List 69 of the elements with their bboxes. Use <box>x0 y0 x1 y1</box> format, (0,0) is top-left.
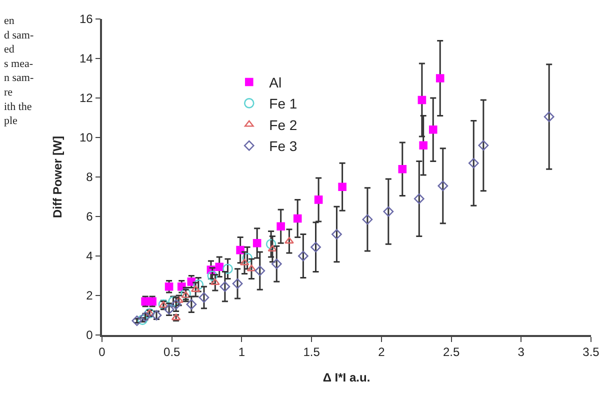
point <box>164 282 174 291</box>
point <box>240 258 250 266</box>
y-tick-label: 2 <box>86 288 94 303</box>
point <box>428 125 438 134</box>
x-tick-label: 2.5 <box>442 345 460 360</box>
point <box>232 278 243 289</box>
point <box>332 229 342 240</box>
point <box>181 291 191 298</box>
point <box>276 222 285 231</box>
x-tick-label: 0.5 <box>164 345 181 360</box>
point <box>242 252 252 264</box>
x-axis-title: Δ I*I a.u. <box>322 370 370 385</box>
point <box>468 158 479 168</box>
point <box>298 250 308 262</box>
point <box>132 316 142 326</box>
point <box>190 285 200 292</box>
point <box>310 242 321 252</box>
point <box>220 281 230 292</box>
point <box>293 214 302 223</box>
y-tick-label: 6 <box>86 210 94 224</box>
point <box>418 96 426 104</box>
point <box>414 194 424 204</box>
y-tick-label: 4 <box>86 249 94 264</box>
point <box>436 74 444 82</box>
point <box>215 262 224 272</box>
point <box>246 264 256 272</box>
point <box>137 314 148 325</box>
y-axis-title: Diff Power [W] <box>50 136 64 218</box>
y-tick-label: 10 <box>79 130 94 145</box>
point <box>419 141 428 150</box>
point <box>193 279 204 290</box>
point <box>254 266 266 276</box>
point <box>236 246 244 254</box>
point <box>398 164 407 174</box>
legend-label: Fe 3 <box>269 138 298 154</box>
point <box>186 299 197 310</box>
x-tick-label: 1 <box>238 345 246 360</box>
point <box>222 264 233 274</box>
legend-label: Fe 2 <box>269 116 298 133</box>
point <box>544 112 554 122</box>
point <box>438 180 448 192</box>
y-tick-label: 14 <box>79 52 94 66</box>
x-tick-label: 2 <box>378 345 386 360</box>
point <box>338 182 346 192</box>
x-tick-label: 3.5 <box>582 345 600 360</box>
y-tick-label: 12 <box>79 91 94 106</box>
point <box>271 258 282 270</box>
point <box>170 299 182 310</box>
point <box>198 292 210 303</box>
y-tick-label: 0 <box>86 328 94 342</box>
point <box>210 278 220 286</box>
point <box>478 140 489 151</box>
point <box>362 214 373 225</box>
point <box>314 196 323 204</box>
legend-label: Al <box>269 74 282 90</box>
point <box>268 244 278 252</box>
text: en d sam- ed s mea- n sam- re ith the ple <box>4 15 34 128</box>
point <box>383 206 394 217</box>
y-tick-label: 16 <box>79 12 94 26</box>
x-tick-label: 0 <box>98 345 106 360</box>
point <box>207 270 218 281</box>
point <box>266 239 276 250</box>
y-tick-label: 8 <box>86 170 94 184</box>
point <box>174 296 184 303</box>
x-tick-label: 3 <box>518 345 525 360</box>
x-tick-label: 1.5 <box>303 345 320 360</box>
legend-label: Fe 1 <box>269 96 298 112</box>
point <box>252 239 262 248</box>
point <box>284 237 294 244</box>
